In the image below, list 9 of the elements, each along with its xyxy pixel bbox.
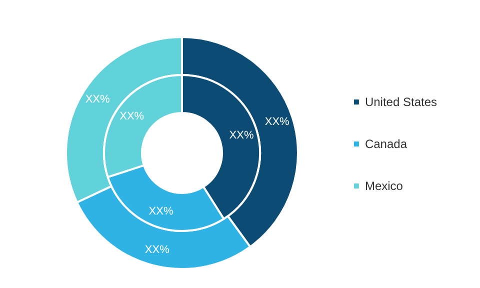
data-label: XX%	[229, 130, 254, 142]
data-label: XX%	[120, 110, 144, 123]
legend-label: Canada	[364, 137, 408, 151]
data-label: XX%	[148, 205, 174, 218]
legend-label: United States	[364, 95, 438, 109]
data-label: XX%	[144, 244, 170, 256]
legend-label: Mexico	[364, 179, 404, 193]
data-label: XX%	[264, 116, 290, 128]
data-label: XX%	[85, 93, 110, 106]
